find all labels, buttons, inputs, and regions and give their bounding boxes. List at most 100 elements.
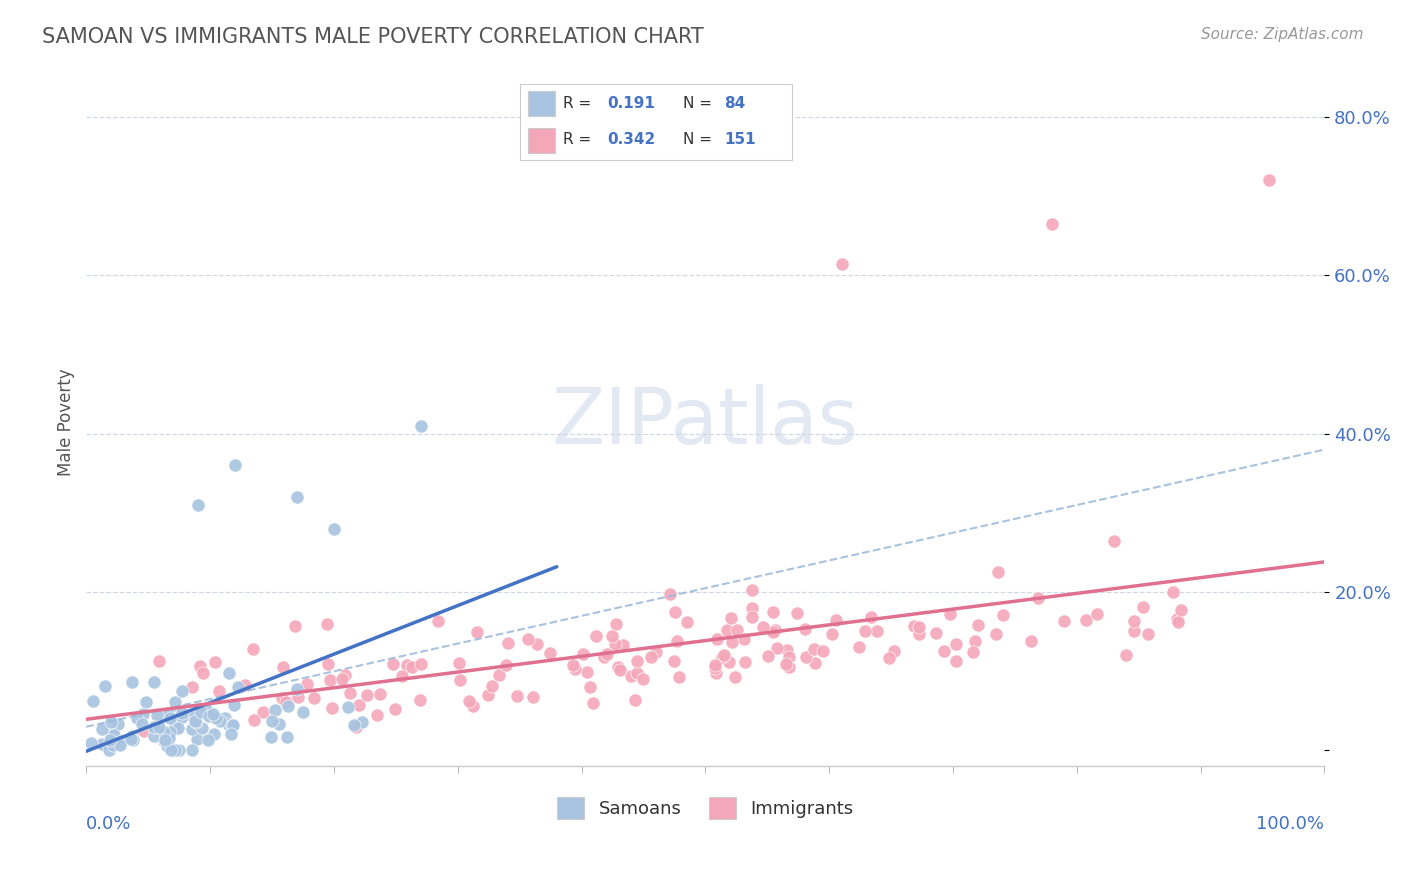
Point — [449, 673, 471, 688]
Point — [762, 605, 785, 619]
Point — [703, 658, 725, 673]
Point — [165, 743, 187, 757]
Point — [142, 719, 165, 733]
Point — [172, 709, 194, 723]
Point — [198, 708, 221, 723]
Text: ZIPatlas: ZIPatlas — [551, 384, 859, 460]
Point — [160, 743, 183, 757]
Point — [121, 732, 143, 747]
Point — [165, 695, 187, 709]
Point — [585, 629, 607, 643]
Point — [962, 645, 984, 659]
Point — [274, 695, 297, 709]
Point — [181, 722, 204, 736]
Point — [778, 649, 800, 664]
Point — [165, 711, 187, 725]
Point — [775, 657, 797, 672]
Point — [409, 418, 432, 433]
Point — [226, 680, 249, 694]
Point — [208, 684, 231, 698]
Point — [564, 662, 586, 676]
Point — [148, 720, 170, 734]
Point — [741, 582, 763, 597]
Point — [572, 647, 595, 661]
Point — [79, 736, 101, 750]
Point — [242, 641, 264, 656]
Point — [260, 731, 283, 745]
Text: 100.0%: 100.0% — [1257, 814, 1324, 832]
Point — [593, 650, 616, 665]
Point — [159, 711, 181, 725]
Point — [676, 615, 699, 630]
Point — [716, 624, 738, 638]
Point — [343, 718, 366, 732]
Point — [352, 714, 374, 729]
Point — [202, 706, 225, 721]
Y-axis label: Male Poverty: Male Poverty — [58, 368, 75, 475]
Point — [132, 707, 155, 722]
Point — [668, 670, 690, 684]
Point — [859, 610, 882, 624]
Point — [1074, 613, 1097, 627]
Point — [183, 714, 205, 729]
Point — [877, 651, 900, 665]
Point — [481, 679, 503, 693]
Point — [409, 692, 432, 706]
Point — [741, 610, 763, 624]
Point — [159, 724, 181, 739]
Text: SAMOAN VS IMMIGRANTS MALE POVERTY CORRELATION CHART: SAMOAN VS IMMIGRANTS MALE POVERTY CORREL… — [42, 27, 704, 46]
Point — [391, 669, 413, 683]
Point — [540, 646, 562, 660]
Point — [821, 626, 844, 640]
Point — [706, 632, 728, 647]
Point — [165, 719, 187, 733]
Point — [966, 617, 988, 632]
Point — [344, 720, 367, 734]
Point — [991, 608, 1014, 623]
Point — [623, 693, 645, 707]
Point — [187, 498, 209, 512]
Point — [98, 733, 121, 747]
Point — [191, 721, 214, 735]
Point — [526, 637, 548, 651]
Point — [91, 737, 114, 751]
Point — [193, 665, 215, 680]
Point — [1166, 612, 1188, 626]
Point — [284, 618, 307, 632]
Point — [1257, 173, 1279, 187]
Point — [1026, 591, 1049, 606]
Point — [349, 698, 371, 713]
Point — [724, 670, 747, 684]
Point — [356, 689, 378, 703]
Point — [153, 734, 176, 748]
Point — [763, 623, 786, 637]
Point — [260, 714, 283, 728]
Point — [664, 605, 686, 619]
Point — [148, 654, 170, 668]
Point — [741, 601, 763, 615]
Point — [463, 698, 485, 713]
Point — [184, 714, 207, 729]
Point — [143, 729, 166, 743]
Point — [295, 677, 318, 691]
Point — [197, 733, 219, 747]
Point — [401, 660, 423, 674]
Point — [562, 657, 585, 672]
Point — [711, 650, 734, 665]
Point — [1136, 627, 1159, 641]
Point — [156, 739, 179, 753]
Point — [725, 624, 748, 638]
Point — [252, 705, 274, 719]
Point — [205, 711, 228, 725]
Point — [640, 650, 662, 665]
Point — [965, 633, 987, 648]
Point — [145, 707, 167, 722]
Point — [1053, 614, 1076, 628]
Point — [202, 727, 225, 741]
Point — [100, 715, 122, 730]
Point — [1115, 648, 1137, 662]
Legend: Samoans, Immigrants: Samoans, Immigrants — [550, 789, 860, 826]
Point — [516, 632, 538, 647]
Point — [447, 657, 470, 671]
Point — [110, 734, 132, 748]
